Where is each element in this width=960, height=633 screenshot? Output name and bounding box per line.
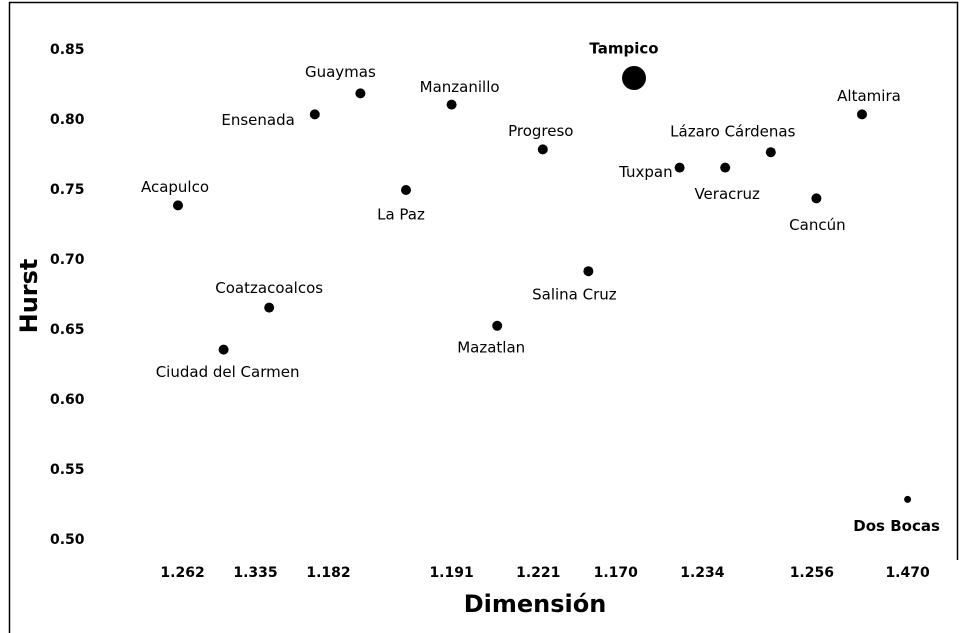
point-label: Coatzacoalcos xyxy=(215,279,323,297)
point xyxy=(355,88,366,99)
x-tick-label: 1.234 xyxy=(680,565,725,581)
y-tick-label: 0.65 xyxy=(50,322,85,338)
point xyxy=(583,266,594,277)
point-label: Altamira xyxy=(837,87,901,105)
x-tick-label: 1.256 xyxy=(790,565,834,581)
y-tick-label: 0.60 xyxy=(50,392,85,408)
point-label: Dos Bocas xyxy=(853,517,940,535)
point xyxy=(720,162,731,173)
point xyxy=(765,147,776,158)
point xyxy=(309,109,320,120)
y-tick-label: 0.70 xyxy=(50,252,85,268)
point xyxy=(401,185,411,195)
x-axis-title: Dimensión xyxy=(464,590,607,618)
point xyxy=(173,200,183,211)
point-label: Guaymas xyxy=(305,63,376,81)
point-label: Tampico xyxy=(589,40,658,58)
point-label: Tuxpan xyxy=(618,163,673,181)
y-tick-label: 0.55 xyxy=(50,462,85,478)
x-tick-label: 1.191 xyxy=(429,565,473,581)
point xyxy=(857,109,867,120)
y-tick-label: 0.75 xyxy=(50,182,85,198)
x-tick-label: 1.335 xyxy=(233,565,277,581)
point xyxy=(537,144,548,155)
point xyxy=(446,99,457,110)
point xyxy=(674,162,685,173)
y-tick-label: 0.80 xyxy=(50,112,85,128)
point xyxy=(811,193,822,204)
point-label: Lázaro Cárdenas xyxy=(670,123,795,141)
point-label: Mazatlan xyxy=(457,338,525,356)
frame xyxy=(8,1,959,633)
point-label: Salina Cruz xyxy=(532,286,617,304)
point-label: Progreso xyxy=(508,122,573,140)
point xyxy=(904,495,912,503)
point-label: Manzanillo xyxy=(420,78,500,96)
x-tick-label: 1.470 xyxy=(885,565,930,581)
x-tick-label: 1.262 xyxy=(160,565,204,581)
x-tick-label: 1.182 xyxy=(306,565,350,581)
y-tick-label: 0.50 xyxy=(50,532,85,548)
point xyxy=(622,66,646,90)
x-tick-label: 1.170 xyxy=(594,565,639,581)
point-label: Veracruz xyxy=(694,185,760,203)
y-tick-label: 0.85 xyxy=(50,42,85,58)
x-tick-label: 1.221 xyxy=(516,565,560,581)
point-label: Ciudad del Carmen xyxy=(156,363,300,381)
point-label: Ensenada xyxy=(221,111,294,129)
point xyxy=(218,344,229,355)
point xyxy=(264,302,275,313)
point-label: La Paz xyxy=(377,206,425,224)
point-label: Acapulco xyxy=(141,178,209,196)
y-axis-title: Hurst xyxy=(15,259,43,334)
point xyxy=(492,320,503,331)
point-label: Cancún xyxy=(789,216,845,234)
